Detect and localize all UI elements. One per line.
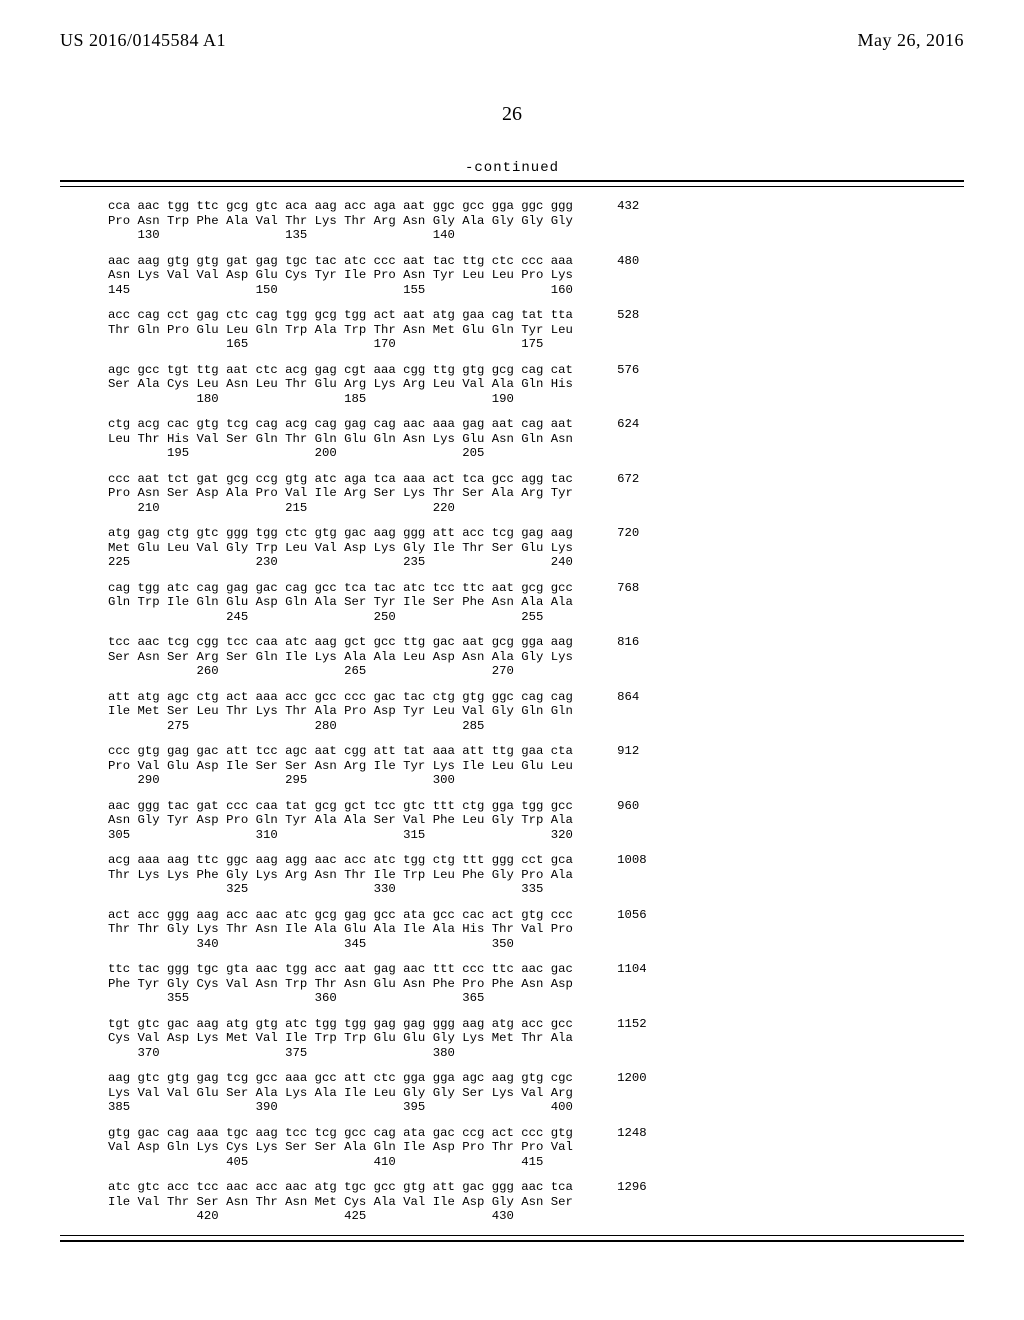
codon-line: cca aac tgg ttc gcg gtc aca aag acc aga … (108, 199, 964, 214)
position-number-line: 305 310 315 320 (108, 828, 964, 843)
codon-line: acg aaa aag ttc ggc aag agg aac acc atc … (108, 853, 964, 868)
amino-acid-line: Pro Asn Trp Phe Ala Val Thr Lys Thr Arg … (108, 214, 964, 229)
position-number-line: 290 295 300 (108, 773, 964, 788)
codon-line: act acc ggg aag acc aac atc gcg gag gcc … (108, 908, 964, 923)
position-number-line: 275 280 285 (108, 719, 964, 734)
codon-line: atc gtc acc tcc aac acc aac atg tgc gcc … (108, 1180, 964, 1195)
position-number-line: 325 330 335 (108, 882, 964, 897)
sequence-block: ccc gtg gag gac att tcc agc aat cgg att … (108, 744, 964, 788)
amino-acid-line: Lys Val Val Glu Ser Ala Lys Ala Ile Leu … (108, 1086, 964, 1101)
position-number-line: 180 185 190 (108, 392, 964, 407)
amino-acid-line: Ser Ala Cys Leu Asn Leu Thr Glu Arg Lys … (108, 377, 964, 392)
amino-acid-line: Ile Met Ser Leu Thr Lys Thr Ala Pro Asp … (108, 704, 964, 719)
sequence-block: aac aag gtg gtg gat gag tgc tac atc ccc … (108, 254, 964, 298)
position-number-line: 225 230 235 240 (108, 555, 964, 570)
publication-number: US 2016/0145584 A1 (60, 30, 226, 51)
amino-acid-line: Pro Val Glu Asp Ile Ser Ser Asn Arg Ile … (108, 759, 964, 774)
position-number-line: 370 375 380 (108, 1046, 964, 1061)
page-number: 26 (60, 103, 964, 126)
amino-acid-line: Asn Gly Tyr Asp Pro Gln Tyr Ala Ala Ser … (108, 813, 964, 828)
sequence-block: act acc ggg aag acc aac atc gcg gag gcc … (108, 908, 964, 952)
rule-bottom (60, 1235, 964, 1242)
position-number-line: 420 425 430 (108, 1209, 964, 1224)
position-number-line: 195 200 205 (108, 446, 964, 461)
amino-acid-line: Phe Tyr Gly Cys Val Asn Trp Thr Asn Glu … (108, 977, 964, 992)
position-number-line: 340 345 350 (108, 937, 964, 952)
sequence-block: gtg gac cag aaa tgc aag tcc tcg gcc cag … (108, 1126, 964, 1170)
amino-acid-line: Thr Lys Lys Phe Gly Lys Arg Asn Thr Ile … (108, 868, 964, 883)
codon-line: atg gag ctg gtc ggg tgg ctc gtg gac aag … (108, 526, 964, 541)
codon-line: tgt gtc gac aag atg gtg atc tgg tgg gag … (108, 1017, 964, 1032)
position-number-line: 165 170 175 (108, 337, 964, 352)
position-number-line: 405 410 415 (108, 1155, 964, 1170)
codon-line: agc gcc tgt ttg aat ctc acg gag cgt aaa … (108, 363, 964, 378)
sequence-block: tgt gtc gac aag atg gtg atc tgg tgg gag … (108, 1017, 964, 1061)
codon-line: aac aag gtg gtg gat gag tgc tac atc ccc … (108, 254, 964, 269)
sequence-block: tcc aac tcg cgg tcc caa atc aag gct gcc … (108, 635, 964, 679)
codon-line: acc cag cct gag ctc cag tgg gcg tgg act … (108, 308, 964, 323)
codon-line: ccc aat tct gat gcg ccg gtg atc aga tca … (108, 472, 964, 487)
position-number-line: 385 390 395 400 (108, 1100, 964, 1115)
amino-acid-line: Ile Val Thr Ser Asn Thr Asn Met Cys Ala … (108, 1195, 964, 1210)
position-number-line: 210 215 220 (108, 501, 964, 516)
position-number-line: 130 135 140 (108, 228, 964, 243)
sequence-block: cca aac tgg ttc gcg gtc aca aag acc aga … (108, 199, 964, 243)
publication-date: May 26, 2016 (858, 30, 965, 51)
sequence-block: atg gag ctg gtc ggg tgg ctc gtg gac aag … (108, 526, 964, 570)
sequence-block: aac ggg tac gat ccc caa tat gcg gct tcc … (108, 799, 964, 843)
sequence-block: acc cag cct gag ctc cag tgg gcg tgg act … (108, 308, 964, 352)
codon-line: tcc aac tcg cgg tcc caa atc aag gct gcc … (108, 635, 964, 650)
amino-acid-line: Thr Gln Pro Glu Leu Gln Trp Ala Trp Thr … (108, 323, 964, 338)
amino-acid-line: Thr Thr Gly Lys Thr Asn Ile Ala Glu Ala … (108, 922, 964, 937)
sequence-block: aag gtc gtg gag tcg gcc aaa gcc att ctc … (108, 1071, 964, 1115)
sequence-block: cag tgg atc cag gag gac cag gcc tca tac … (108, 581, 964, 625)
position-number-line: 355 360 365 (108, 991, 964, 1006)
sequence-block: atc gtc acc tcc aac acc aac atg tgc gcc … (108, 1180, 964, 1224)
amino-acid-line: Val Asp Gln Lys Cys Lys Ser Ser Ala Gln … (108, 1140, 964, 1155)
sequence-block: ctg acg cac gtg tcg cag acg cag gag cag … (108, 417, 964, 461)
codon-line: gtg gac cag aaa tgc aag tcc tcg gcc cag … (108, 1126, 964, 1141)
sequence-block: att atg agc ctg act aaa acc gcc ccc gac … (108, 690, 964, 734)
amino-acid-line: Leu Thr His Val Ser Gln Thr Gln Glu Gln … (108, 432, 964, 447)
page: US 2016/0145584 A1 May 26, 2016 26 -cont… (0, 0, 1024, 1320)
sequence-block: agc gcc tgt ttg aat ctc acg gag cgt aaa … (108, 363, 964, 407)
amino-acid-line: Pro Asn Ser Asp Ala Pro Val Ile Arg Ser … (108, 486, 964, 501)
sequence-block: acg aaa aag ttc ggc aag agg aac acc atc … (108, 853, 964, 897)
amino-acid-line: Cys Val Asp Lys Met Val Ile Trp Trp Glu … (108, 1031, 964, 1046)
position-number-line: 245 250 255 (108, 610, 964, 625)
codon-line: att atg agc ctg act aaa acc gcc ccc gac … (108, 690, 964, 705)
codon-line: ctg acg cac gtg tcg cag acg cag gag cag … (108, 417, 964, 432)
codon-line: aag gtc gtg gag tcg gcc aaa gcc att ctc … (108, 1071, 964, 1086)
position-number-line: 145 150 155 160 (108, 283, 964, 298)
sequence-block: ccc aat tct gat gcg ccg gtg atc aga tca … (108, 472, 964, 516)
sequence-block: ttc tac ggg tgc gta aac tgg acc aat gag … (108, 962, 964, 1006)
continued-label: -continued (60, 160, 964, 176)
codon-line: cag tgg atc cag gag gac cag gcc tca tac … (108, 581, 964, 596)
amino-acid-line: Ser Asn Ser Arg Ser Gln Ile Lys Ala Ala … (108, 650, 964, 665)
amino-acid-line: Asn Lys Val Val Asp Glu Cys Tyr Ile Pro … (108, 268, 964, 283)
sequence-listing: cca aac tgg ttc gcg gtc aca aag acc aga … (60, 199, 964, 1224)
position-number-line: 260 265 270 (108, 664, 964, 679)
amino-acid-line: Met Glu Leu Val Gly Trp Leu Val Asp Lys … (108, 541, 964, 556)
codon-line: aac ggg tac gat ccc caa tat gcg gct tcc … (108, 799, 964, 814)
codon-line: ttc tac ggg tgc gta aac tgg acc aat gag … (108, 962, 964, 977)
codon-line: ccc gtg gag gac att tcc agc aat cgg att … (108, 744, 964, 759)
amino-acid-line: Gln Trp Ile Gln Glu Asp Gln Ala Ser Tyr … (108, 595, 964, 610)
rule-top (60, 180, 964, 187)
header-row: US 2016/0145584 A1 May 26, 2016 (60, 30, 964, 51)
